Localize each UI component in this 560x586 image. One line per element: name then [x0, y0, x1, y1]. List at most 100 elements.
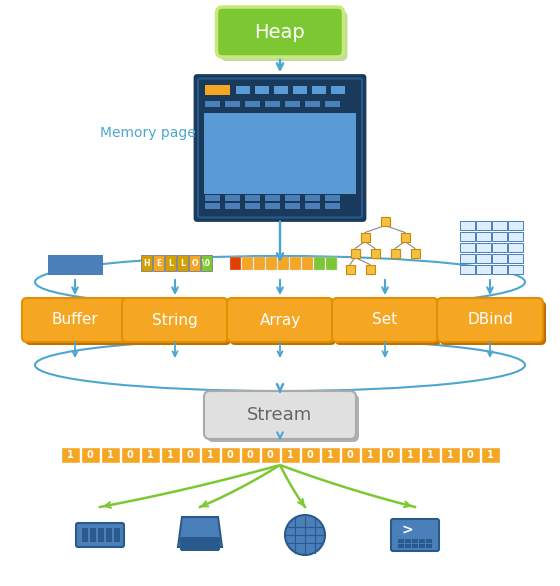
Bar: [476, 243, 491, 252]
Bar: [331, 86, 345, 94]
Text: 1: 1: [67, 450, 73, 460]
Bar: [508, 232, 523, 241]
Bar: [281, 447, 300, 463]
Bar: [305, 195, 320, 200]
Bar: [161, 447, 180, 463]
Bar: [481, 447, 500, 463]
Text: Memory page: Memory page: [100, 126, 196, 140]
Bar: [165, 255, 176, 271]
Text: 1: 1: [287, 450, 293, 460]
FancyBboxPatch shape: [204, 391, 356, 439]
Bar: [301, 447, 320, 463]
FancyBboxPatch shape: [180, 537, 220, 551]
Bar: [177, 255, 188, 271]
Text: 0: 0: [87, 450, 94, 460]
Text: 0: 0: [347, 450, 353, 460]
Text: 0: 0: [127, 450, 134, 460]
Bar: [285, 203, 300, 209]
Bar: [476, 265, 491, 274]
Text: Stream: Stream: [248, 406, 312, 424]
Bar: [398, 544, 404, 548]
FancyBboxPatch shape: [217, 7, 343, 57]
Bar: [351, 248, 360, 257]
Bar: [201, 255, 212, 271]
FancyBboxPatch shape: [332, 298, 438, 342]
FancyBboxPatch shape: [221, 11, 348, 61]
Bar: [419, 539, 425, 543]
Bar: [245, 195, 260, 200]
Text: L: L: [180, 258, 185, 267]
Bar: [476, 221, 491, 230]
Bar: [405, 539, 411, 543]
Bar: [325, 101, 340, 107]
FancyBboxPatch shape: [125, 301, 231, 345]
Bar: [341, 447, 360, 463]
Text: 0: 0: [227, 450, 234, 460]
Bar: [426, 544, 432, 548]
Bar: [302, 257, 313, 270]
Bar: [381, 447, 399, 463]
Bar: [230, 257, 241, 270]
Bar: [141, 447, 160, 463]
Bar: [312, 86, 326, 94]
Bar: [508, 265, 523, 274]
Bar: [460, 232, 475, 241]
Bar: [371, 248, 380, 257]
Text: 1: 1: [147, 450, 153, 460]
Bar: [189, 255, 200, 271]
Bar: [476, 232, 491, 241]
Bar: [205, 195, 220, 200]
Bar: [225, 195, 240, 200]
Bar: [81, 447, 100, 463]
FancyBboxPatch shape: [440, 301, 546, 345]
Bar: [265, 195, 280, 200]
FancyBboxPatch shape: [227, 298, 333, 342]
FancyBboxPatch shape: [76, 523, 124, 547]
Text: O: O: [192, 258, 198, 267]
Text: 1: 1: [447, 450, 454, 460]
Text: DBind: DBind: [467, 312, 513, 328]
Text: 0: 0: [387, 450, 394, 460]
Bar: [476, 254, 491, 263]
FancyBboxPatch shape: [198, 79, 362, 217]
Bar: [326, 257, 337, 270]
Text: 1: 1: [487, 450, 493, 460]
Bar: [285, 195, 300, 200]
Bar: [492, 243, 507, 252]
Bar: [346, 264, 354, 274]
FancyBboxPatch shape: [25, 301, 131, 345]
FancyBboxPatch shape: [335, 301, 441, 345]
Bar: [255, 86, 269, 94]
Bar: [492, 221, 507, 230]
Bar: [508, 254, 523, 263]
Bar: [460, 254, 475, 263]
Bar: [325, 195, 340, 200]
Bar: [205, 84, 230, 94]
Text: 1: 1: [407, 450, 414, 460]
Bar: [305, 101, 320, 107]
Polygon shape: [178, 517, 222, 547]
Text: E: E: [156, 258, 161, 267]
Text: H: H: [143, 258, 150, 267]
Bar: [290, 257, 301, 270]
Text: 1: 1: [367, 450, 374, 460]
Bar: [361, 447, 380, 463]
Bar: [361, 233, 370, 241]
Text: 0: 0: [187, 450, 194, 460]
Bar: [405, 544, 411, 548]
Text: 0: 0: [307, 450, 314, 460]
FancyBboxPatch shape: [122, 298, 228, 342]
FancyBboxPatch shape: [230, 301, 336, 345]
Bar: [101, 447, 119, 463]
FancyBboxPatch shape: [207, 394, 359, 442]
Bar: [205, 203, 220, 209]
Bar: [305, 203, 320, 209]
Circle shape: [285, 515, 325, 555]
Bar: [508, 221, 523, 230]
Text: Set: Set: [372, 312, 398, 328]
Bar: [141, 255, 152, 271]
Bar: [460, 221, 475, 230]
Bar: [82, 528, 88, 542]
Bar: [221, 447, 240, 463]
Text: >: >: [401, 523, 413, 537]
